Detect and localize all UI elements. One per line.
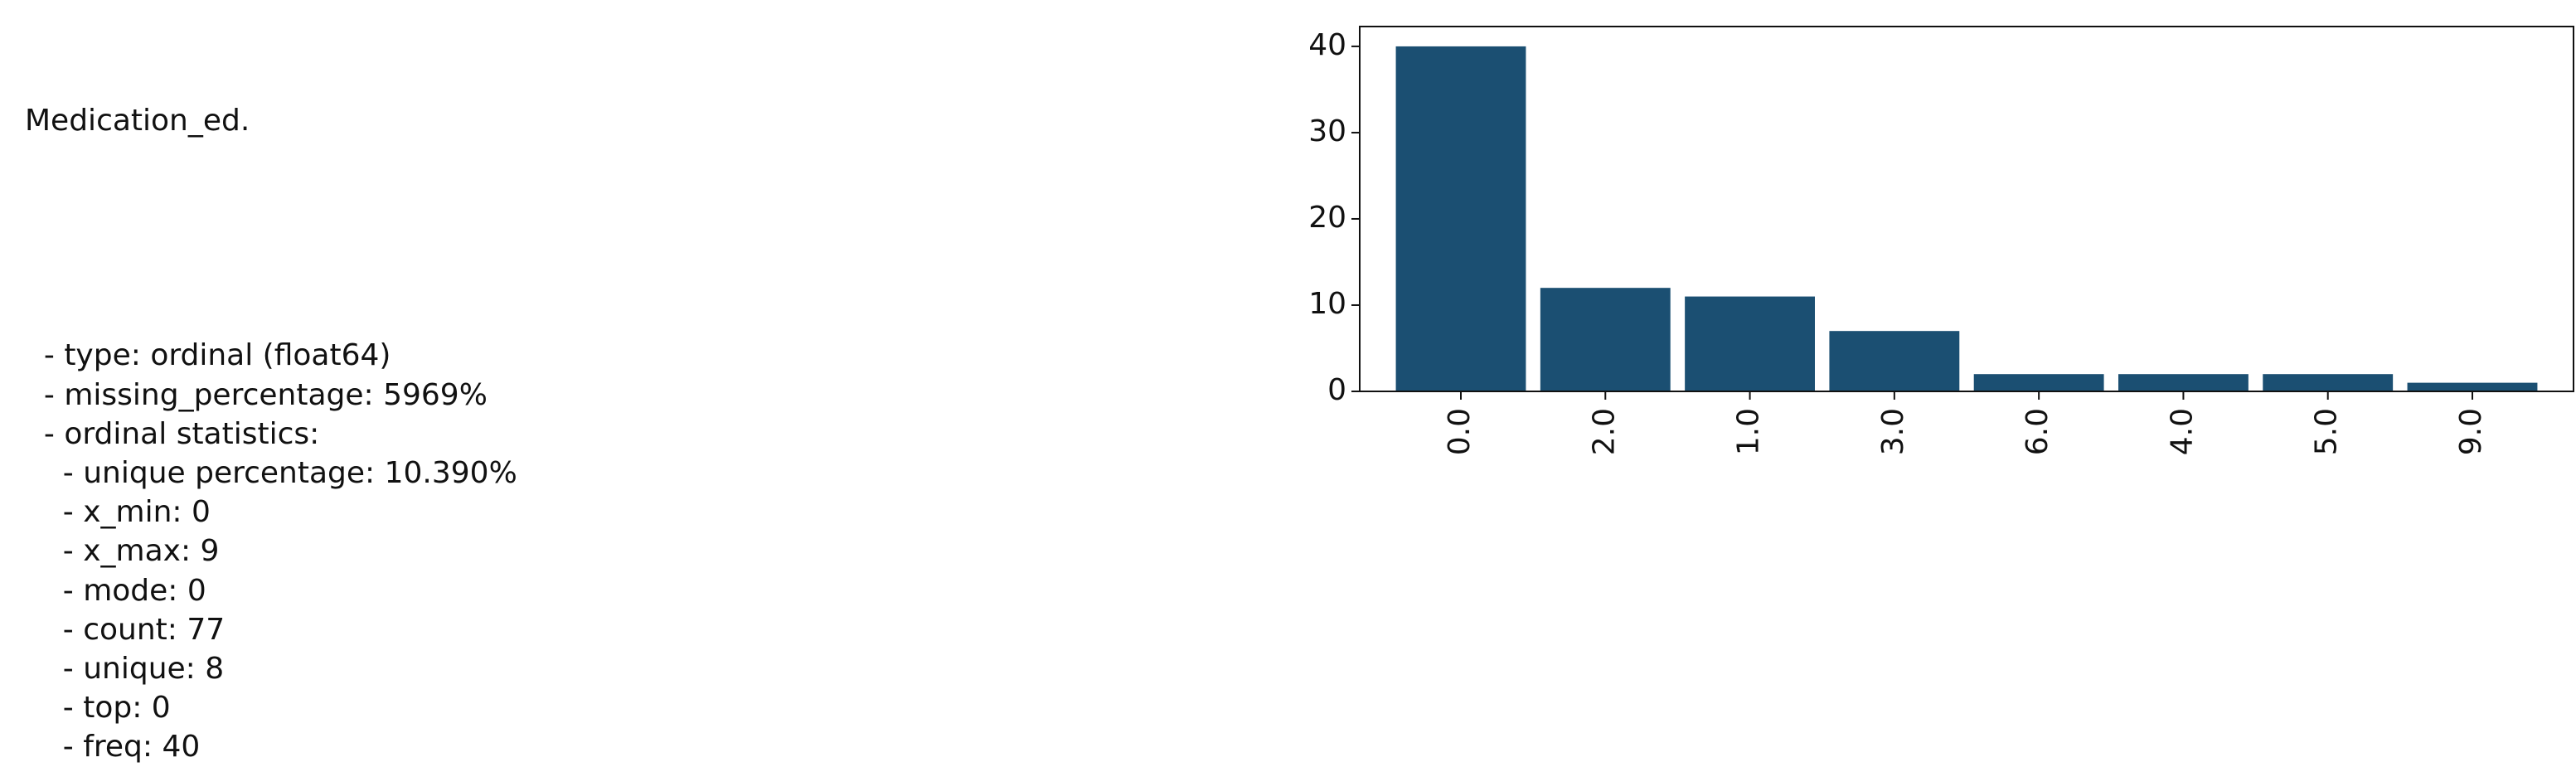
summary-line: - freq: 40 xyxy=(25,730,201,765)
y-tick-label: 0 xyxy=(1327,373,1346,407)
summary-line: - mode: 0 xyxy=(25,573,206,608)
bar xyxy=(2118,374,2249,391)
summary-line: - ordinal statistics: xyxy=(25,416,320,451)
summary-line: - unique percentage: 10.390% xyxy=(25,456,517,491)
y-tick-label: 10 xyxy=(1308,287,1346,321)
x-tick-label: 5.0 xyxy=(2310,408,2344,455)
x-tick-label: 2.0 xyxy=(1587,408,1621,455)
bar xyxy=(2263,374,2394,391)
summary-line: - count: 77 xyxy=(25,612,226,647)
summary-title: Medication_ed. xyxy=(25,104,250,138)
summary-line: - top: 0 xyxy=(25,691,171,726)
y-tick-label: 40 xyxy=(1308,28,1346,62)
x-tick-label: 9.0 xyxy=(2454,408,2488,455)
summary-line: - unique: 8 xyxy=(25,652,225,687)
x-tick-label: 0.0 xyxy=(1443,408,1477,455)
x-tick-label: 1.0 xyxy=(1732,408,1766,455)
bar xyxy=(1973,374,2104,391)
chart: 0 10 20 30 40 0.0 2.0 1.0 3.0 6.0 4.0 5.0 9.0 xyxy=(1308,26,2574,455)
bar xyxy=(1540,288,1671,391)
y-tick-label: 30 xyxy=(1308,114,1346,148)
bar xyxy=(1829,331,1960,391)
summary-line: - x_min: 0 xyxy=(25,495,211,530)
bar xyxy=(2407,382,2538,391)
y-tick-label: 20 xyxy=(1308,201,1346,235)
bar xyxy=(1395,46,1526,392)
x-tick-label: 4.0 xyxy=(2165,408,2199,455)
summary-line: - missing_percentage: 5969% xyxy=(25,377,488,412)
summary-line: - type: ordinal (float64) xyxy=(25,338,391,373)
page: Medication_ed. - type: ordinal (float64)… xyxy=(25,26,2574,764)
plot-frame xyxy=(1359,26,2574,392)
bar xyxy=(1685,296,1815,391)
x-tick-label: 3.0 xyxy=(1876,408,1910,455)
x-tick-label: 6.0 xyxy=(2021,408,2054,455)
